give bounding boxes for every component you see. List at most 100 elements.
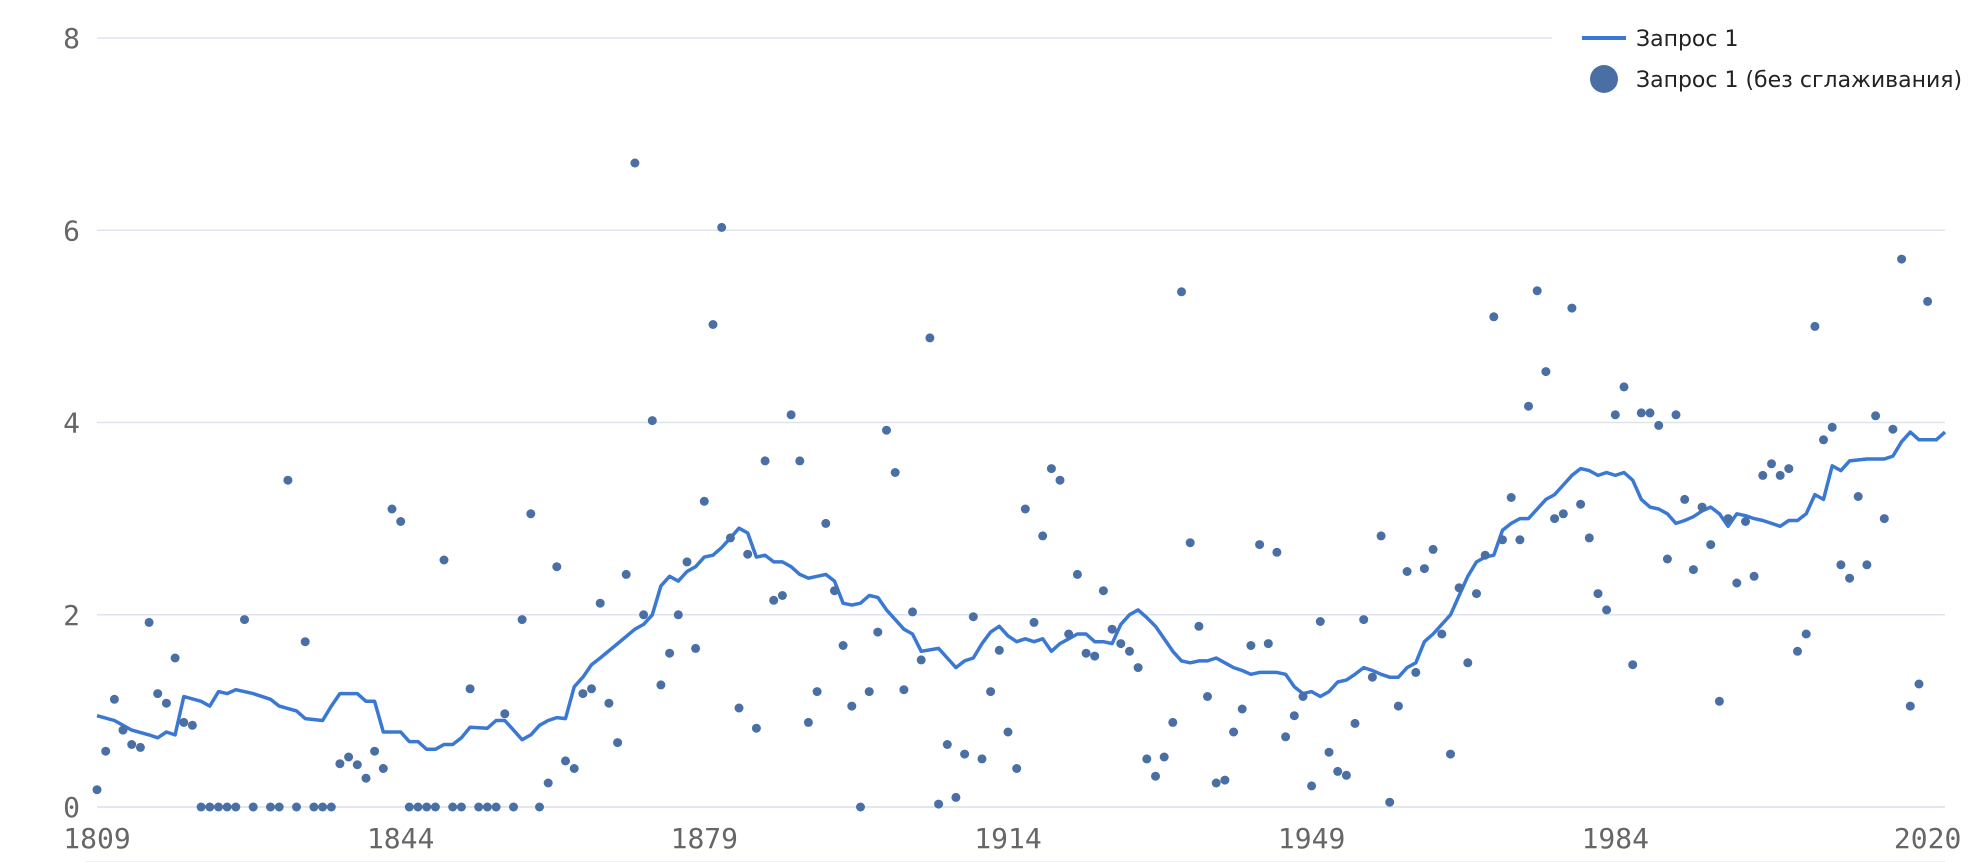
x-tick-label: 1949 [1278, 822, 1345, 855]
data-point [882, 425, 891, 435]
data-point [1671, 410, 1681, 420]
data-point [214, 802, 223, 812]
data-point [977, 754, 987, 764]
data-point [179, 717, 189, 727]
data-point [118, 725, 128, 735]
data-point [1472, 589, 1481, 599]
legend-dot-swatch [1590, 65, 1618, 93]
data-point [535, 802, 544, 812]
data-point [161, 698, 171, 708]
data-point [1255, 540, 1265, 550]
data-point [1367, 672, 1377, 682]
y-tick-label: 0 [63, 791, 80, 824]
data-point [474, 802, 484, 812]
data-point [803, 717, 813, 727]
data-point [1055, 475, 1065, 485]
data-point [856, 802, 865, 812]
data-point [986, 687, 996, 697]
data-point [1411, 667, 1421, 677]
data-point [1151, 771, 1160, 781]
data-point [1194, 621, 1204, 631]
series-line-zapros-1 [96, 430, 1947, 752]
data-point [587, 684, 596, 694]
x-tick-label: 1914 [974, 822, 1041, 855]
data-point [1203, 692, 1212, 701]
data-point [1775, 470, 1785, 480]
data-point [1914, 679, 1924, 689]
data-point [344, 752, 354, 762]
data-point [509, 802, 518, 812]
data-point [942, 740, 952, 749]
data-point [1498, 535, 1507, 545]
data-point [1237, 704, 1247, 714]
data-point [647, 416, 657, 426]
data-point [1723, 514, 1733, 524]
data-point [830, 586, 839, 596]
y-tick-label: 6 [63, 214, 80, 247]
data-point [1220, 775, 1230, 785]
data-point [1602, 605, 1612, 615]
data-point [743, 549, 753, 559]
data-point [500, 709, 510, 719]
data-point [1801, 629, 1811, 639]
data-point [1871, 411, 1881, 421]
data-point [1168, 717, 1178, 727]
data-point [1888, 424, 1898, 434]
data-point [465, 684, 475, 694]
data-point [1836, 560, 1846, 570]
data-point [1116, 639, 1126, 649]
legend[interactable]: Запрос 1 Запрос 1 (без сглаживания) [1582, 27, 1962, 93]
data-point [916, 655, 926, 665]
data-point [1714, 696, 1724, 706]
data-point [1541, 367, 1551, 377]
data-point [1272, 547, 1282, 557]
legend-item-points[interactable]: Запрос 1 (без сглаживания) [1590, 65, 1962, 93]
data-point [1853, 492, 1863, 501]
data-point [1298, 692, 1308, 701]
data-point [621, 569, 631, 579]
data-point [1098, 586, 1108, 596]
data-point [1576, 499, 1586, 509]
data-point [838, 641, 848, 650]
data-point [994, 645, 1004, 655]
data-point [1177, 287, 1186, 297]
data-point [665, 648, 675, 658]
data-point [430, 802, 440, 812]
data-point [526, 509, 536, 519]
data-point [1532, 286, 1542, 296]
data-point [135, 742, 145, 752]
data-point [1211, 778, 1221, 788]
legend-item-line[interactable]: Запрос 1 [1582, 27, 1738, 52]
data-point [1281, 732, 1291, 742]
data-point [439, 555, 449, 565]
data-point [1020, 504, 1030, 514]
data-point [1706, 540, 1716, 550]
data-point [1905, 701, 1915, 711]
data-point [951, 792, 961, 802]
data-point [1489, 312, 1499, 322]
data-point [1385, 797, 1395, 807]
data-point [1827, 422, 1837, 432]
data-point [274, 802, 284, 812]
data-point [370, 746, 380, 756]
data-point [734, 703, 744, 713]
data-point [1584, 533, 1594, 543]
legend-label-line: Запрос 1 [1636, 27, 1738, 52]
data-point [1628, 660, 1638, 670]
data-point [387, 504, 397, 514]
data-point [1845, 573, 1855, 583]
data-point [335, 759, 345, 769]
data-point [561, 756, 570, 766]
data-point [1593, 589, 1603, 599]
data-point [656, 680, 666, 690]
data-point [1480, 550, 1490, 560]
data-point [717, 222, 727, 232]
data-point [482, 802, 492, 812]
data-point [1081, 648, 1091, 658]
data-point [153, 689, 163, 699]
data-point [352, 760, 362, 770]
data-point [222, 802, 232, 812]
data-point [960, 749, 970, 759]
data-point [1376, 531, 1386, 541]
data-point [1072, 569, 1082, 579]
